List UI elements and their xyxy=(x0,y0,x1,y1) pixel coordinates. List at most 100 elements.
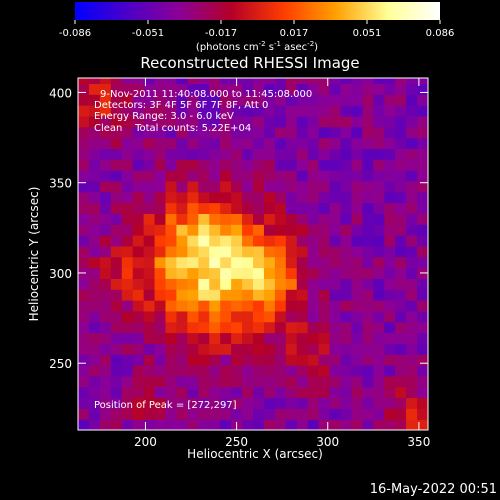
heatmap-cell xyxy=(384,148,396,160)
heatmap-cell xyxy=(88,289,101,301)
heatmap-cell xyxy=(384,224,396,236)
heatmap-cell xyxy=(154,235,167,247)
heatmap-cell xyxy=(165,256,178,269)
heatmap-cell xyxy=(296,83,309,95)
heatmap-cell xyxy=(220,343,232,355)
heatmap-cell xyxy=(231,386,243,399)
heatmap-cell xyxy=(198,245,210,258)
heatmap-cell xyxy=(242,213,254,225)
heatmap-cell xyxy=(329,354,342,366)
heatmap-cell xyxy=(395,137,407,149)
heatmap-cell xyxy=(285,397,298,409)
heatmap-cell xyxy=(362,180,374,193)
heatmap-cell xyxy=(307,408,320,420)
heatmap-cell xyxy=(253,94,265,106)
heatmap-cell xyxy=(406,245,418,258)
heatmap-cell xyxy=(395,289,407,301)
heatmap-cell xyxy=(318,224,331,236)
heatmap-cell xyxy=(417,105,428,117)
heatmap-cell xyxy=(165,159,178,171)
heatmap-cell xyxy=(198,310,210,323)
heatmap-cell xyxy=(274,126,287,139)
heatmap-cell xyxy=(231,278,243,290)
heatmap-cell xyxy=(231,202,243,214)
heatmap-cell xyxy=(373,245,385,258)
heatmap-cell xyxy=(198,213,210,225)
heatmap-cell xyxy=(187,148,199,160)
heatmap-cell xyxy=(318,408,331,420)
heatmap-cell xyxy=(231,126,243,139)
heatmap-cell xyxy=(307,78,320,85)
heatmap-cell xyxy=(88,397,101,409)
heatmap-cell xyxy=(78,256,90,269)
heatmap-cell xyxy=(263,321,276,334)
heatmap-cell xyxy=(274,419,287,430)
heatmap-cell xyxy=(395,105,407,117)
colorbar-tick-label: 0.086 xyxy=(426,28,455,39)
heatmap-cell xyxy=(318,137,331,149)
heatmap-cell xyxy=(209,375,221,388)
heatmap-cell xyxy=(263,300,276,312)
heatmap-cell xyxy=(340,148,353,160)
heatmap-cell xyxy=(165,105,178,117)
heatmap-cell xyxy=(373,126,385,139)
heatmap-cell xyxy=(99,354,112,366)
heatmap-cell xyxy=(296,202,309,214)
heatmap-cell xyxy=(274,256,287,269)
heatmap-cell xyxy=(329,148,342,160)
footer-timestamp: 16-May-2022 00:51 xyxy=(370,482,497,497)
heatmap-cell xyxy=(362,148,374,160)
heatmap-cell xyxy=(285,224,298,236)
heatmap-cell xyxy=(253,397,265,409)
chart-title: Reconstructed RHESSI Image xyxy=(140,54,359,72)
heatmap-cell xyxy=(78,289,90,301)
heatmap-cell xyxy=(198,419,210,430)
heatmap-cell xyxy=(176,115,188,128)
heatmap-cell xyxy=(406,408,418,420)
heatmap-cell xyxy=(274,137,287,149)
heatmap-cell xyxy=(209,267,221,279)
heatmap-cell xyxy=(220,365,232,377)
heatmap-cell xyxy=(198,202,210,214)
heatmap-cell xyxy=(132,408,145,420)
heatmap-cell xyxy=(88,105,101,117)
heatmap-cell xyxy=(406,213,418,225)
heatmap-cell xyxy=(406,126,418,139)
heatmap-cell xyxy=(176,191,188,204)
heatmap-cell xyxy=(132,419,145,430)
heatmap-cell xyxy=(231,148,243,160)
heatmap-cell xyxy=(285,310,298,323)
heatmap-cell xyxy=(406,397,418,409)
heatmap-cell xyxy=(187,408,199,420)
heatmap-cell xyxy=(395,408,407,420)
heatmap-cell xyxy=(253,191,265,204)
heatmap-cell xyxy=(373,332,385,344)
heatmap-cell xyxy=(143,365,156,377)
heatmap-cell xyxy=(351,289,363,301)
heatmap-cell xyxy=(78,310,90,323)
heatmap-cell xyxy=(242,289,254,301)
heatmap-cell xyxy=(253,245,265,258)
heatmap-cell xyxy=(362,354,374,366)
info-time-range: 9-Nov-2011 11:40:08.000 to 11:45:08.000 xyxy=(100,89,312,100)
heatmap-cell xyxy=(132,148,145,160)
heatmap-cell xyxy=(78,148,90,160)
heatmap-cell xyxy=(373,137,385,149)
heatmap-cell xyxy=(209,354,221,366)
heatmap-cell xyxy=(417,78,428,85)
heatmap-cell xyxy=(187,310,199,323)
heatmap-cell xyxy=(209,300,221,312)
heatmap-cell xyxy=(176,419,188,430)
heatmap-cell xyxy=(373,343,385,355)
heatmap-cell xyxy=(329,137,342,149)
heatmap-cell xyxy=(220,256,232,269)
heatmap-cell xyxy=(406,321,418,334)
heatmap-cell xyxy=(132,126,145,139)
heatmap-cell xyxy=(395,94,407,106)
heatmap-cell xyxy=(263,397,276,409)
heatmap-cell xyxy=(187,289,199,301)
heatmap-cell xyxy=(274,397,287,409)
heatmap-cell xyxy=(154,321,167,334)
heatmap-cell xyxy=(263,115,276,128)
